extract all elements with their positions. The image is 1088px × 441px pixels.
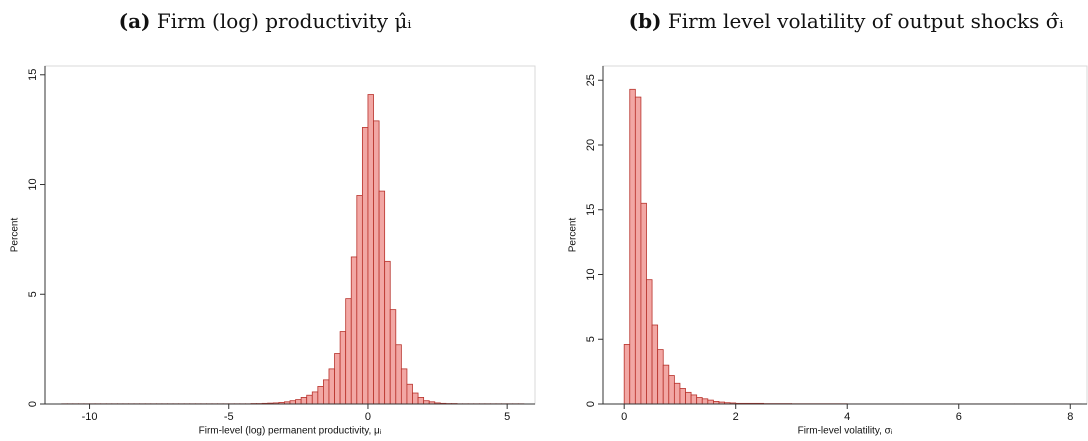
- bar: [395, 344, 402, 405]
- bar: [412, 392, 419, 405]
- x-tick-label: 2: [733, 411, 739, 423]
- bar: [400, 368, 408, 405]
- y-tick-label: 10: [27, 178, 39, 190]
- bar: [707, 399, 714, 405]
- bar: [657, 349, 664, 405]
- bar: [311, 391, 319, 405]
- bar: [317, 386, 324, 405]
- bar: [640, 202, 647, 405]
- x-axis-title: Firm-level volatility, σᵢ: [798, 426, 893, 437]
- plot-area: [602, 65, 1088, 405]
- bar: [406, 383, 413, 405]
- y-axis-title: Percent: [10, 218, 21, 253]
- bar: [367, 94, 374, 405]
- panel-label: (b): [629, 9, 662, 33]
- bar: [629, 88, 636, 405]
- y-tick-label: 25: [585, 74, 597, 86]
- bar: [389, 309, 397, 405]
- bar: [345, 298, 352, 405]
- bar: [306, 394, 313, 405]
- x-tick-label: 0: [621, 411, 627, 423]
- bar: [361, 127, 369, 405]
- bar: [634, 96, 642, 405]
- bar: [350, 256, 358, 405]
- bar: [295, 399, 302, 405]
- bar: [623, 344, 631, 405]
- x-tick-label: 0: [365, 411, 371, 423]
- title-text: Firm (log) productivity μ̂ᵢ: [157, 9, 412, 33]
- y-tick-label: 0: [27, 401, 39, 407]
- bar: [662, 364, 670, 405]
- x-tick-label: 4: [844, 411, 850, 423]
- bar: [651, 324, 659, 405]
- chart-title: (a) Firm (log) productivity μ̂ᵢ: [119, 9, 412, 33]
- x-axis-title: Firm-level (log) permanent productivity,…: [199, 426, 382, 437]
- y-tick-label: 20: [585, 139, 597, 151]
- bar: [673, 382, 681, 405]
- bar: [417, 397, 425, 405]
- x-tick-label: -10: [82, 411, 98, 423]
- bar: [323, 379, 330, 405]
- plot-area: [44, 65, 536, 405]
- chart-title: (b) Firm level volatility of output shoc…: [629, 9, 1064, 33]
- y-tick-label: 5: [585, 336, 597, 342]
- y-tick-label: 15: [585, 204, 597, 216]
- bar: [334, 353, 341, 405]
- y-tick-label: 5: [27, 291, 39, 297]
- bar: [668, 375, 675, 405]
- x-tick-label: -5: [224, 411, 234, 423]
- panel-label: (a): [119, 9, 151, 33]
- title-text: Firm level volatility of output shocks σ…: [668, 9, 1064, 33]
- bar: [384, 260, 391, 405]
- bar: [696, 397, 703, 405]
- x-tick-label: 6: [956, 411, 962, 423]
- bar: [328, 368, 335, 405]
- y-tick-label: 15: [27, 69, 39, 81]
- y-axis-title: Percent: [568, 218, 579, 253]
- y-tick-label: 0: [585, 401, 597, 407]
- bar: [690, 394, 698, 405]
- bar: [356, 195, 363, 405]
- bar: [685, 391, 692, 405]
- bar: [339, 331, 347, 405]
- bar: [378, 190, 386, 405]
- bar: [300, 397, 308, 405]
- bar: [373, 120, 380, 405]
- x-tick-label: 5: [504, 411, 510, 423]
- bar: [679, 388, 686, 405]
- x-tick-label: 8: [1067, 411, 1073, 423]
- bar: [701, 398, 709, 405]
- bar: [646, 279, 653, 405]
- y-tick-label: 10: [585, 268, 597, 280]
